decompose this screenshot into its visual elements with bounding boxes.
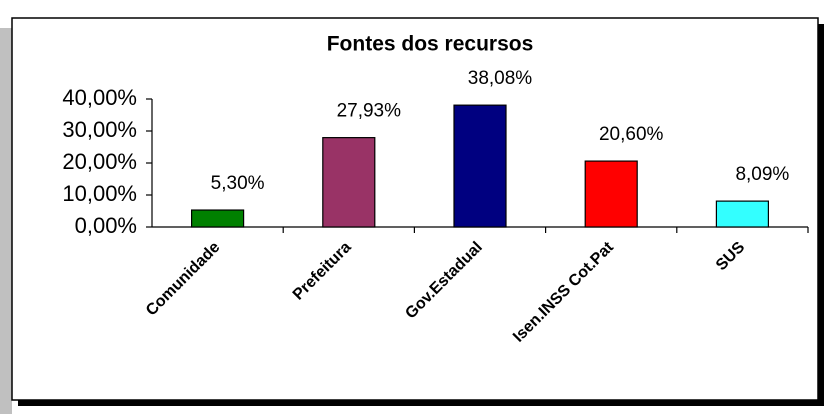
bar — [322, 137, 376, 228]
y-tick-label: 20,00% — [62, 149, 137, 174]
y-tick-label: 10,00% — [62, 181, 137, 206]
bar — [715, 200, 770, 228]
y-tick-label: 30,00% — [62, 117, 137, 142]
y-tick-label: 0,00% — [75, 213, 137, 238]
bar — [584, 160, 638, 228]
value-label: 5,30% — [211, 173, 265, 194]
chart-title: Fontes dos recursos — [327, 33, 534, 56]
chart-frame — [11, 17, 819, 401]
bar — [191, 209, 245, 228]
value-label: 27,93% — [337, 101, 402, 122]
y-tick-label: 40,00% — [62, 85, 137, 110]
side-strip — [0, 28, 12, 414]
bar — [453, 104, 507, 228]
value-label: 20,60% — [599, 124, 664, 145]
value-label: 8,09% — [735, 164, 789, 185]
value-label: 38,08% — [468, 68, 533, 89]
